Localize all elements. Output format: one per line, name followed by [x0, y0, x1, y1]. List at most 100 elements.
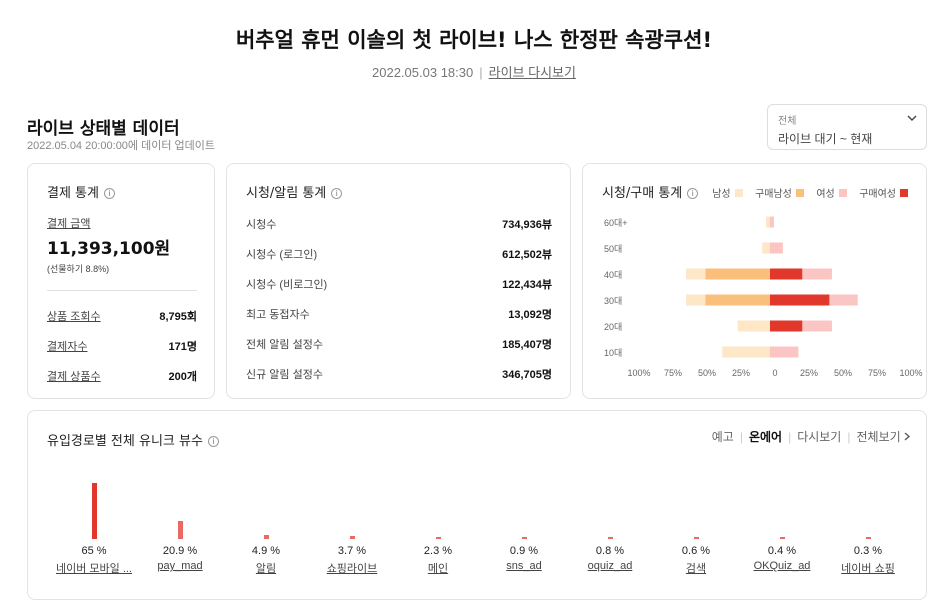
channel-name[interactable]: oquiz_ad — [587, 560, 633, 572]
viewer-stats-card: 시청/알림 통계 i 시청수 734,936뷰 시청수 (로그인) 612,502뷰 … — [226, 163, 571, 399]
viewer-stats-title: 시청/알림 통계 i — [246, 182, 343, 201]
replay-link[interactable]: 라이브 다시보기 — [488, 65, 576, 80]
female-bar — [770, 346, 799, 358]
axis-tick-label: 75% — [868, 368, 886, 378]
tab-replay[interactable]: 다시보기 — [797, 430, 842, 444]
stat-label: 시청수 (비로그인) — [246, 279, 328, 291]
channel-name[interactable]: sns_ad — [506, 560, 542, 572]
stat-label[interactable]: 결제자수 — [47, 341, 88, 353]
stat-label: 전체 알림 설정수 — [246, 339, 323, 351]
stat-value: 734,936뷰 — [502, 219, 552, 231]
stat-row: 상품 조회수 8,795회 — [47, 308, 197, 324]
channel-column: 0.3 % 네이버 쇼핑 — [823, 411, 913, 591]
channel-views-title: 유입경로별 전체 유니크 뷰수 i — [47, 430, 219, 449]
channel-column: 0.4 % OKQuiz_ad — [737, 411, 827, 591]
female-bar — [770, 242, 783, 254]
stat-value: 200개 — [168, 371, 197, 383]
gift-ratio-note: (선물하기 8.8%) — [47, 264, 110, 274]
live-meta: 2022.05.03 18:30 | 라이브 다시보기 — [0, 62, 948, 81]
stat-row: 최고 동접자수 13,092명 — [246, 306, 552, 322]
axis-tick-label: 50% — [698, 368, 716, 378]
channel-percent: 4.9 % — [251, 545, 281, 557]
live-title: 버추얼 휴먼 이솔의 첫 라이브! 나스 한정판 속광쿠션! — [235, 28, 713, 52]
channel-percent: 0.8 % — [595, 545, 625, 557]
axis-tick-label: 100% — [627, 368, 650, 378]
channel-bar — [780, 537, 785, 539]
stat-label: 시청수 (로그인) — [246, 249, 318, 261]
period-dropdown-label: 전체 — [778, 116, 797, 127]
stat-value: 612,502뷰 — [502, 249, 552, 261]
channel-name[interactable]: 네이버 쇼핑 — [841, 563, 895, 575]
chart-legend: 남성 구매남성 여성 구매여성 — [704, 184, 908, 202]
stat-row: 시청수 (비로그인) 122,434뷰 — [246, 276, 552, 292]
stat-label: 시청수 — [246, 219, 277, 231]
channel-column: 2.3 % 메인 — [393, 411, 483, 591]
channel-bar — [694, 537, 699, 539]
axis-tick-label: 100% — [899, 368, 922, 378]
female-buy-bar — [770, 320, 803, 332]
channel-bar — [866, 537, 871, 539]
info-icon[interactable]: i — [103, 188, 115, 199]
channel-column: 3.7 % 쇼핑라이브 — [307, 411, 397, 591]
payment-amount-label[interactable]: 결제 금액 — [47, 218, 91, 230]
tab-preview[interactable]: 예고 — [711, 430, 734, 444]
channel-percent: 20.9 % — [162, 545, 198, 557]
view-all-link[interactable]: 전체보기 — [856, 430, 910, 444]
channel-bar — [436, 537, 441, 539]
age-label: 20대 — [604, 322, 622, 332]
male-bar — [766, 216, 770, 228]
female-buy-bar — [770, 294, 830, 306]
tab-on-air[interactable]: 온에어 — [748, 430, 783, 444]
channel-percent: 3.7 % — [337, 545, 367, 557]
stat-value: 13,092명 — [508, 309, 552, 321]
channel-name[interactable]: OKQuiz_ad — [753, 560, 811, 572]
age-label: 30대 — [604, 296, 622, 306]
age-label: 10대 — [604, 348, 622, 358]
channel-percent: 0.9 % — [509, 545, 539, 557]
stat-row: 시청수 (로그인) 612,502뷰 — [246, 246, 552, 262]
section-title: 라이브 상태별 데이터 — [27, 119, 180, 139]
payment-amount-value: 11,393,100원 — [47, 239, 171, 259]
period-dropdown[interactable]: 전체 라이브 대기 ~ 현재 — [767, 104, 927, 150]
male-buy-bar — [705, 268, 770, 280]
stat-label: 신규 알림 설정수 — [246, 369, 323, 381]
info-icon[interactable]: i — [331, 188, 343, 199]
age-label: 50대 — [604, 244, 622, 254]
male-buy-bar — [705, 294, 770, 306]
channel-bar — [264, 534, 269, 539]
info-icon[interactable]: i — [207, 436, 219, 447]
age-label: 60대+ — [604, 218, 628, 228]
channel-name[interactable]: 검색 — [685, 563, 707, 575]
info-icon[interactable]: i — [687, 188, 699, 199]
channel-name[interactable]: 알림 — [255, 563, 277, 575]
axis-tick-label: 75% — [664, 368, 682, 378]
channel-percent: 0.4 % — [767, 545, 797, 557]
channel-percent: 2.3 % — [423, 545, 453, 557]
stat-label[interactable]: 상품 조회수 — [47, 311, 101, 323]
channel-name[interactable]: 쇼핑라이브 — [326, 563, 378, 575]
stat-row: 결제 상품수 200개 — [47, 368, 197, 384]
demographic-stats-card: 시청/구매 통계 i 남성 구매남성 여성 구매여성 60대+ 50대 40대 30대 2… — [582, 163, 927, 399]
stat-value: 346,705명 — [502, 369, 552, 381]
channel-column: 4.9 % 알림 — [221, 411, 311, 591]
channel-name[interactable]: 메인 — [427, 563, 449, 575]
channel-name[interactable]: pay_mad — [157, 560, 203, 572]
axis-tick-label: 25% — [800, 368, 818, 378]
channel-percent: 0.3 % — [853, 545, 883, 557]
channel-name[interactable]: 네이버 모바일 ... — [55, 563, 132, 575]
channel-views-card: 유입경로별 전체 유니크 뷰수 i 예고 | 온에어 | 다시보기 | 전체보기 65 % 네이… — [27, 410, 927, 600]
stat-value: 171명 — [168, 341, 197, 353]
channel-column: 20.9 % pay_mad — [135, 411, 225, 591]
female-buy-bar — [770, 268, 803, 280]
stat-row: 신규 알림 설정수 346,705명 — [246, 366, 552, 382]
age-label: 40대 — [604, 270, 622, 280]
divider — [47, 290, 197, 291]
stat-value: 122,434뷰 — [502, 279, 552, 291]
stat-label[interactable]: 결제 상품수 — [47, 371, 101, 383]
channel-percent: 0.6 % — [681, 545, 711, 557]
male-bar — [737, 320, 770, 332]
channel-tabs: 예고 | 온에어 | 다시보기 | 전체보기 — [712, 428, 910, 446]
payment-stats-card: 결제 통계 i 결제 금액 11,393,100원 (선물하기 8.8%) 상품 … — [27, 163, 215, 399]
channel-percent: 65 % — [81, 545, 107, 557]
axis-tick-label: 50% — [834, 368, 852, 378]
